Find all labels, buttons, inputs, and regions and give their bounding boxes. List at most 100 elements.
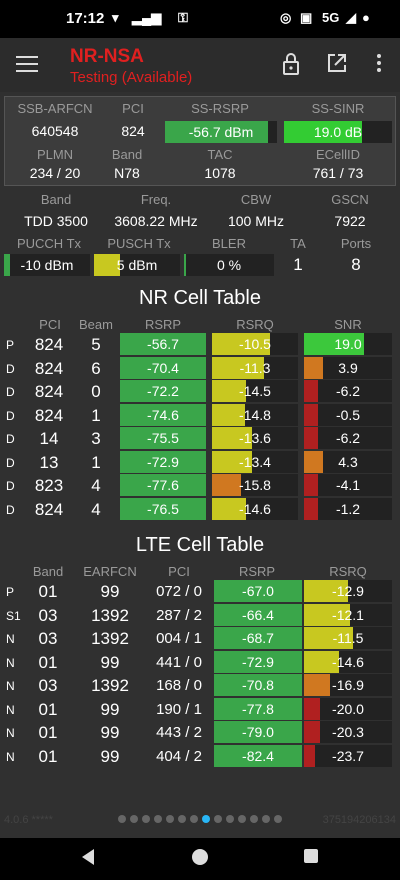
nr-row-pci: 824 bbox=[34, 358, 64, 378]
lte-rsrq-bar: -23.7 bbox=[304, 744, 392, 767]
page-dot[interactable] bbox=[166, 815, 174, 823]
nr-row-pci: 823 bbox=[34, 476, 64, 495]
page-dot[interactable] bbox=[178, 815, 186, 823]
gscn-value: 7922 bbox=[334, 213, 366, 229]
nr-row-pci: 824 bbox=[34, 335, 64, 354]
serving-cell-panel: SSB-ARFCN PCI SS-RSRP SS-SINR 640548 824… bbox=[4, 96, 396, 186]
pusch-value: 5 dBm bbox=[116, 257, 158, 273]
nr-rsrp-bar: -70.4 bbox=[120, 356, 206, 379]
clock: 17:12 bbox=[66, 10, 105, 27]
nr-row-rsrp: -74.6 bbox=[147, 406, 179, 423]
nr-row-snr: -0.5 bbox=[335, 406, 361, 423]
page-dot[interactable] bbox=[142, 815, 150, 823]
vibrate-icon: ▣ bbox=[300, 10, 313, 25]
lte-row-earfcn: 99 bbox=[100, 699, 120, 719]
pci-label: PCI bbox=[122, 101, 144, 116]
nr-row-rsrp: -72.2 bbox=[147, 383, 179, 399]
nr-snr-bar-fill bbox=[304, 380, 319, 402]
nr-rsrq-bar-fill bbox=[212, 380, 247, 402]
lte-rsrp-bar: -79.0 bbox=[214, 721, 302, 743]
lte-row-rsrq: -20.0 bbox=[332, 700, 364, 717]
page-dot[interactable] bbox=[118, 815, 126, 823]
nr-header-snr: SNR bbox=[334, 317, 362, 332]
page-dot[interactable] bbox=[262, 815, 270, 823]
lte-rsrp-bar-fill bbox=[214, 603, 302, 626]
page-dot-active[interactable] bbox=[202, 815, 210, 823]
ecellid-label: ECellID bbox=[315, 147, 361, 162]
menu-icon[interactable] bbox=[16, 56, 38, 74]
lte-rsrq-bar-fill bbox=[304, 674, 331, 696]
nr-row-rsrp: -56.7 bbox=[147, 336, 179, 352]
home-icon[interactable] bbox=[191, 848, 209, 871]
nr-snr-bar: -6.2 bbox=[304, 380, 392, 402]
nr-rsrq-bar: -15.8 bbox=[212, 474, 298, 496]
back-icon[interactable] bbox=[80, 848, 96, 871]
nr-rsrq-bar-fill bbox=[212, 427, 252, 449]
gscn-label: GSCN bbox=[331, 192, 369, 207]
nr-header-pci: PCI bbox=[39, 317, 61, 332]
lock-icon[interactable] bbox=[278, 52, 304, 78]
app-title: NR-NSA bbox=[70, 46, 144, 67]
lte-row-band: 01 bbox=[38, 746, 58, 766]
page-dot[interactable] bbox=[238, 815, 246, 823]
lte-row-type: N bbox=[6, 749, 15, 764]
page-dot[interactable] bbox=[130, 815, 138, 823]
nr-row-beam: 6 bbox=[91, 358, 101, 378]
cbw-value: 100 MHz bbox=[227, 213, 285, 229]
nr-row-snr: 19.0 bbox=[334, 336, 362, 352]
page-dot[interactable] bbox=[274, 815, 282, 823]
app-toolbar: NR-NSA Testing (Available) bbox=[0, 38, 400, 92]
page-dot[interactable] bbox=[154, 815, 162, 823]
pusch-bar: 5 dBm bbox=[94, 254, 180, 276]
lte-row-rsrp: -66.4 bbox=[242, 606, 274, 623]
lte-row-rsrq: -12.1 bbox=[332, 606, 364, 623]
lte-rsrq-bar-fill bbox=[304, 697, 320, 720]
lte-header-earfcn: EARFCN bbox=[83, 564, 137, 579]
lte-row-type: N bbox=[6, 655, 15, 670]
plmn-value: 234 / 20 bbox=[29, 165, 81, 181]
nr-row-type: D bbox=[6, 455, 15, 470]
nr-rsrp-bar-fill bbox=[120, 333, 206, 355]
lte-row-rsrq: -20.3 bbox=[332, 724, 364, 740]
page-dot[interactable] bbox=[226, 815, 234, 823]
page-dot[interactable] bbox=[190, 815, 198, 823]
nr-snr-bar-fill bbox=[304, 356, 324, 379]
nr-row-snr: -1.2 bbox=[335, 500, 361, 517]
lte-rsrp-bar: -66.4 bbox=[214, 603, 302, 626]
ss-sinr-value: 19.0 dB bbox=[313, 124, 363, 140]
pusch-label: PUSCH Tx bbox=[107, 236, 171, 251]
nr-rsrq-bar: -14.8 bbox=[212, 403, 298, 426]
nr-row-beam: 0 bbox=[91, 382, 101, 401]
lte-row-rsrq: -16.9 bbox=[332, 677, 364, 693]
nr-rsrq-bar-fill bbox=[212, 450, 252, 473]
open-external-icon[interactable] bbox=[324, 52, 350, 78]
nr-row-rsrp: -72.9 bbox=[147, 453, 179, 470]
nr-snr-bar-fill bbox=[304, 474, 319, 496]
nr-rsrp-bar-fill bbox=[120, 497, 206, 520]
ss-rsrp-label: SS-RSRP bbox=[191, 101, 249, 116]
lte-row-rsrp: -67.0 bbox=[242, 583, 274, 599]
nr-row-rsrq: -10.5 bbox=[239, 336, 271, 352]
nr-snr-bar-fill bbox=[304, 333, 364, 355]
lte-row-pci: 287 / 2 bbox=[156, 606, 202, 624]
band-value: N78 bbox=[114, 165, 140, 181]
recents-icon[interactable] bbox=[303, 848, 319, 869]
lte-row-band: 01 bbox=[38, 699, 58, 719]
signal-icon: ▂▄▆ bbox=[132, 10, 162, 25]
page-dot[interactable] bbox=[250, 815, 258, 823]
page-indicator[interactable] bbox=[0, 814, 400, 826]
more-options-icon[interactable] bbox=[366, 52, 392, 78]
lte-row-rsrp: -79.0 bbox=[242, 724, 274, 740]
pucch-bar: -10 dBm bbox=[4, 254, 90, 276]
lte-rsrq-bar: -20.3 bbox=[304, 721, 392, 743]
page-dot[interactable] bbox=[214, 815, 222, 823]
nr-snr-bar-fill bbox=[304, 427, 319, 449]
ecellid-value: 761 / 73 bbox=[312, 165, 364, 181]
network-type: 5G bbox=[322, 10, 340, 25]
lte-rsrp-bar-fill bbox=[214, 580, 302, 602]
lte-row-pci: 443 / 2 bbox=[156, 724, 202, 741]
nr-rsrp-bar-fill bbox=[120, 450, 206, 473]
bler-bar: 0 % bbox=[184, 254, 274, 276]
lte-row-rsrp: -68.7 bbox=[242, 630, 274, 646]
nr-table-title: NR Cell Table bbox=[139, 287, 261, 309]
